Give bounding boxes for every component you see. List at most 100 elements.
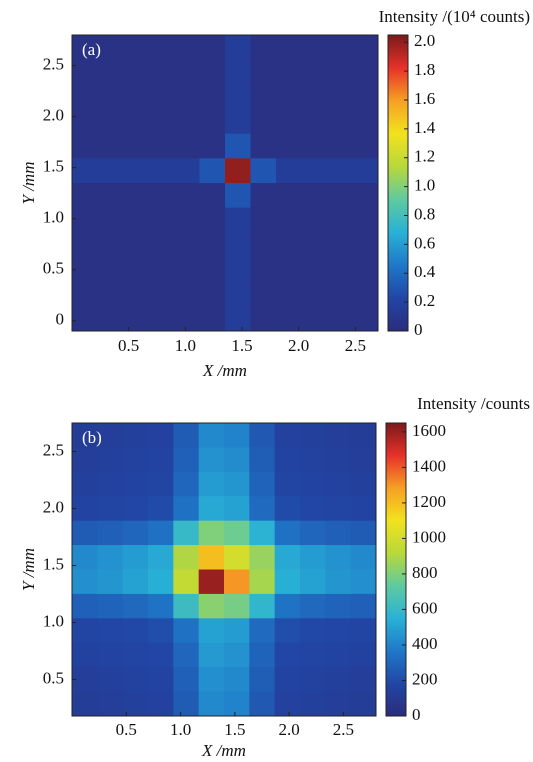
heatmap-cell	[352, 207, 379, 233]
x-tick-label: 1.0	[175, 336, 196, 355]
heatmap-cell	[276, 84, 302, 110]
heatmap-cell	[325, 642, 352, 668]
heatmap-cell	[276, 281, 302, 307]
heatmap-cell	[72, 667, 98, 693]
heatmap-cell	[148, 569, 174, 595]
heatmap-cell	[97, 232, 124, 258]
heatmap-cell	[173, 667, 200, 693]
heatmap-cell	[224, 691, 250, 717]
heatmap-cell	[224, 593, 250, 619]
heatmap-cell	[198, 593, 225, 619]
heatmap-cell	[123, 183, 149, 209]
heatmap-cell	[148, 281, 175, 307]
heatmap-cell	[174, 59, 200, 85]
heatmap-cell	[97, 35, 124, 61]
heatmap-cell	[249, 471, 276, 497]
heatmap-cell	[123, 35, 149, 61]
heatmap-cell	[174, 232, 200, 258]
heatmap-cell	[350, 691, 377, 717]
heatmap-cell	[97, 520, 124, 546]
panel-label: (b)	[82, 428, 102, 447]
heatmap-cell	[198, 691, 225, 717]
heatmap-cell	[301, 59, 328, 85]
heatmap-cell	[352, 257, 379, 283]
x-axis-label: X /mm	[201, 741, 246, 760]
heatmap-cell	[225, 109, 251, 135]
heatmap-cell	[199, 306, 226, 332]
heatmap-cell	[352, 59, 379, 85]
heatmap-cell	[72, 423, 98, 448]
heatmap-cell	[276, 183, 302, 209]
colorbar-tick-label: 200	[412, 669, 438, 688]
colorbar-tick-label: 0.4	[414, 262, 436, 281]
colorbar-tick-label: 0.6	[414, 233, 435, 252]
heatmap-cell	[350, 496, 377, 522]
heatmap-cell	[276, 158, 302, 184]
heatmap-cell	[325, 496, 352, 522]
y-axis-label: Y /mm	[19, 162, 38, 205]
heatmap-cell	[300, 471, 326, 497]
heatmap-cell	[148, 447, 174, 473]
heatmap-cell	[122, 618, 149, 644]
heatmap-cell	[350, 618, 377, 644]
plot-frame	[71, 422, 377, 717]
heatmap-cell	[173, 545, 200, 570]
heatmap-cell	[224, 545, 250, 570]
heatmap-cell	[250, 257, 277, 283]
y-tick-label: 0	[56, 310, 65, 329]
heatmap-cell	[97, 281, 124, 307]
heatmap-cell	[122, 691, 149, 717]
heatmap-cell	[325, 667, 352, 693]
heatmap-cell	[173, 496, 200, 522]
colorbar-tick-label: 1.6	[414, 89, 435, 108]
heatmap-cell	[199, 133, 226, 159]
heatmap-cell	[325, 545, 352, 570]
heatmap-cell	[325, 691, 352, 717]
heatmap-cell	[300, 496, 326, 522]
heatmap-cell	[123, 158, 149, 184]
heatmap-cell	[300, 520, 326, 546]
heatmap-cell	[250, 281, 277, 307]
heatmap-cell	[123, 306, 149, 332]
heatmap-cell	[72, 281, 98, 307]
heatmap-cell	[225, 257, 251, 283]
heatmap-cell	[301, 306, 328, 332]
heatmap-cell	[224, 618, 250, 644]
heatmap-cell	[148, 109, 175, 135]
heatmap-cell	[148, 545, 174, 570]
heatmap-cell	[327, 35, 353, 61]
heatmap-cell	[148, 667, 174, 693]
heatmap-cell	[350, 545, 377, 570]
y-tick-label: 0.5	[43, 668, 64, 687]
colorbar-tick-label: 1000	[412, 527, 446, 546]
heatmap-cell	[198, 447, 225, 473]
heatmap-cell	[250, 84, 277, 110]
heatmap-cell	[325, 618, 352, 644]
heatmap-cell	[174, 158, 200, 184]
heatmap-cell	[325, 593, 352, 619]
heatmap-cell	[198, 423, 225, 448]
colorbar-tick-label: 0	[412, 705, 421, 724]
heatmap-cell	[274, 667, 301, 693]
heatmap-cell	[199, 109, 226, 135]
heatmap-cell	[300, 691, 326, 717]
heatmap-cell	[352, 133, 379, 159]
x-tick-label: 1.5	[231, 336, 252, 355]
colorbar-tick-label: 1600	[412, 421, 446, 440]
colorbar-tick-label: 0.2	[414, 291, 435, 310]
heatmap-cell	[122, 423, 149, 448]
heatmap-cell	[276, 133, 302, 159]
heatmap-cell	[300, 618, 326, 644]
heatmap-cell	[199, 232, 226, 258]
heatmap-cell	[148, 232, 175, 258]
heatmap-cell	[224, 569, 250, 595]
heatmap-cell	[350, 569, 377, 595]
heatmap-cell	[148, 471, 174, 497]
heatmap-cell	[123, 59, 149, 85]
heatmap-cell	[300, 545, 326, 570]
heatmap-cell	[123, 84, 149, 110]
heatmap-cell	[148, 257, 175, 283]
heatmap-cell	[173, 691, 200, 717]
colorbar-title: Intensity /counts	[417, 394, 530, 413]
heatmap-cell	[72, 593, 98, 619]
